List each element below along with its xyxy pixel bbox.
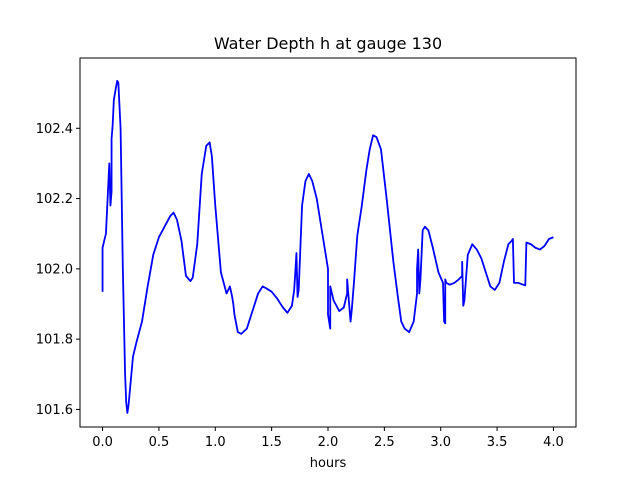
x-tick-label: 3.5 xyxy=(487,435,508,450)
x-tick-label: 2.5 xyxy=(374,435,395,450)
x-tick-label: 4.0 xyxy=(543,435,564,450)
series-line-0 xyxy=(101,79,554,414)
x-tick-label: 0.5 xyxy=(149,435,170,450)
y-tick-label: 102.2 xyxy=(36,192,73,207)
y-tick-label: 101.8 xyxy=(36,333,73,348)
series-layer xyxy=(101,79,554,414)
y-tick-label: 102.4 xyxy=(36,122,73,137)
x-tick-label: 1.0 xyxy=(205,435,226,450)
x-tick-label: 1.5 xyxy=(261,435,282,450)
x-tick-label: 3.0 xyxy=(430,435,451,450)
y-tick-label: 101.6 xyxy=(36,403,73,418)
x-axis-label: hours xyxy=(310,456,347,471)
x-axis-ticks: 0.0 0.5 1.0 1.5 2.0 2.5 3.0 3.5 4.0 xyxy=(92,427,564,450)
x-tick-label: 2.0 xyxy=(318,435,339,450)
y-tick-label: 102.0 xyxy=(36,262,73,277)
y-axis-ticks: 101.6 101.8 102.0 102.2 102.4 xyxy=(36,122,80,418)
x-tick-label: 0.0 xyxy=(92,435,113,450)
chart-title: Water Depth h at gauge 130 xyxy=(214,34,442,53)
